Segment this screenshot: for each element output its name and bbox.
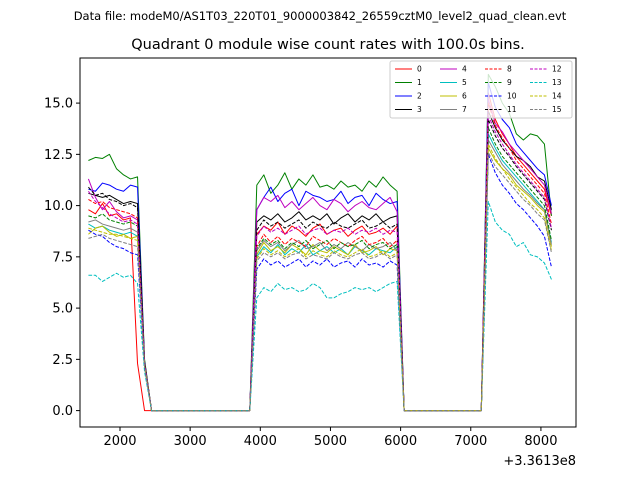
legend-label-15: 15 [552, 105, 562, 114]
series-line-13 [88, 201, 552, 412]
legend-label-10: 10 [507, 92, 517, 101]
y-tick-label: 12.5 [44, 148, 73, 163]
x-tick-label: 8000 [524, 434, 557, 449]
x-tick-label: 6000 [384, 434, 417, 449]
legend-label-5: 5 [462, 78, 467, 87]
x-offset-label: +3.3613e8 [503, 454, 576, 469]
legend-label-1: 1 [417, 78, 422, 87]
series-line-15 [88, 151, 552, 412]
y-tick-label: 10.0 [44, 199, 73, 214]
x-tick-label: 7000 [454, 434, 487, 449]
y-axis: 0.0 2.5 5.0 7.5 10.0 12.5 15.0 [44, 97, 80, 419]
legend-label-0: 0 [417, 65, 422, 74]
x-tick-label: 4000 [244, 434, 277, 449]
legend-label-8: 8 [507, 65, 512, 74]
legend-label-6: 6 [462, 92, 467, 101]
plot-lines [87, 73, 552, 412]
data-file-label: Data file: modeM0/AS1T03_220T01_90000038… [74, 9, 567, 23]
chart-title: Quadrant 0 module wise count rates with … [131, 37, 525, 53]
legend-label-2: 2 [417, 92, 422, 101]
legend-label-4: 4 [462, 65, 467, 74]
x-tick-label: 5000 [314, 434, 347, 449]
legend-label-13: 13 [552, 78, 562, 87]
plot-frame [79, 57, 577, 428]
y-tick-label: 15.0 [44, 97, 73, 112]
y-tick-label: 0.0 [52, 404, 73, 419]
x-tick-label: 2000 [103, 434, 136, 449]
x-tick-label: 3000 [174, 434, 207, 449]
y-tick-label: 2.5 [52, 353, 73, 368]
legend-box [389, 60, 573, 119]
x-axis: 2000 3000 4000 5000 6000 7000 8000 [103, 427, 557, 449]
legend-label-7: 7 [462, 105, 467, 114]
legend-label-12: 12 [552, 65, 562, 74]
y-tick-label: 5.0 [52, 302, 73, 317]
legend-label-14: 14 [552, 92, 562, 101]
legend-label-9: 9 [507, 78, 512, 87]
legend-label-3: 3 [417, 105, 422, 114]
legend-label-11: 11 [507, 105, 517, 114]
y-tick-label: 7.5 [52, 250, 73, 265]
